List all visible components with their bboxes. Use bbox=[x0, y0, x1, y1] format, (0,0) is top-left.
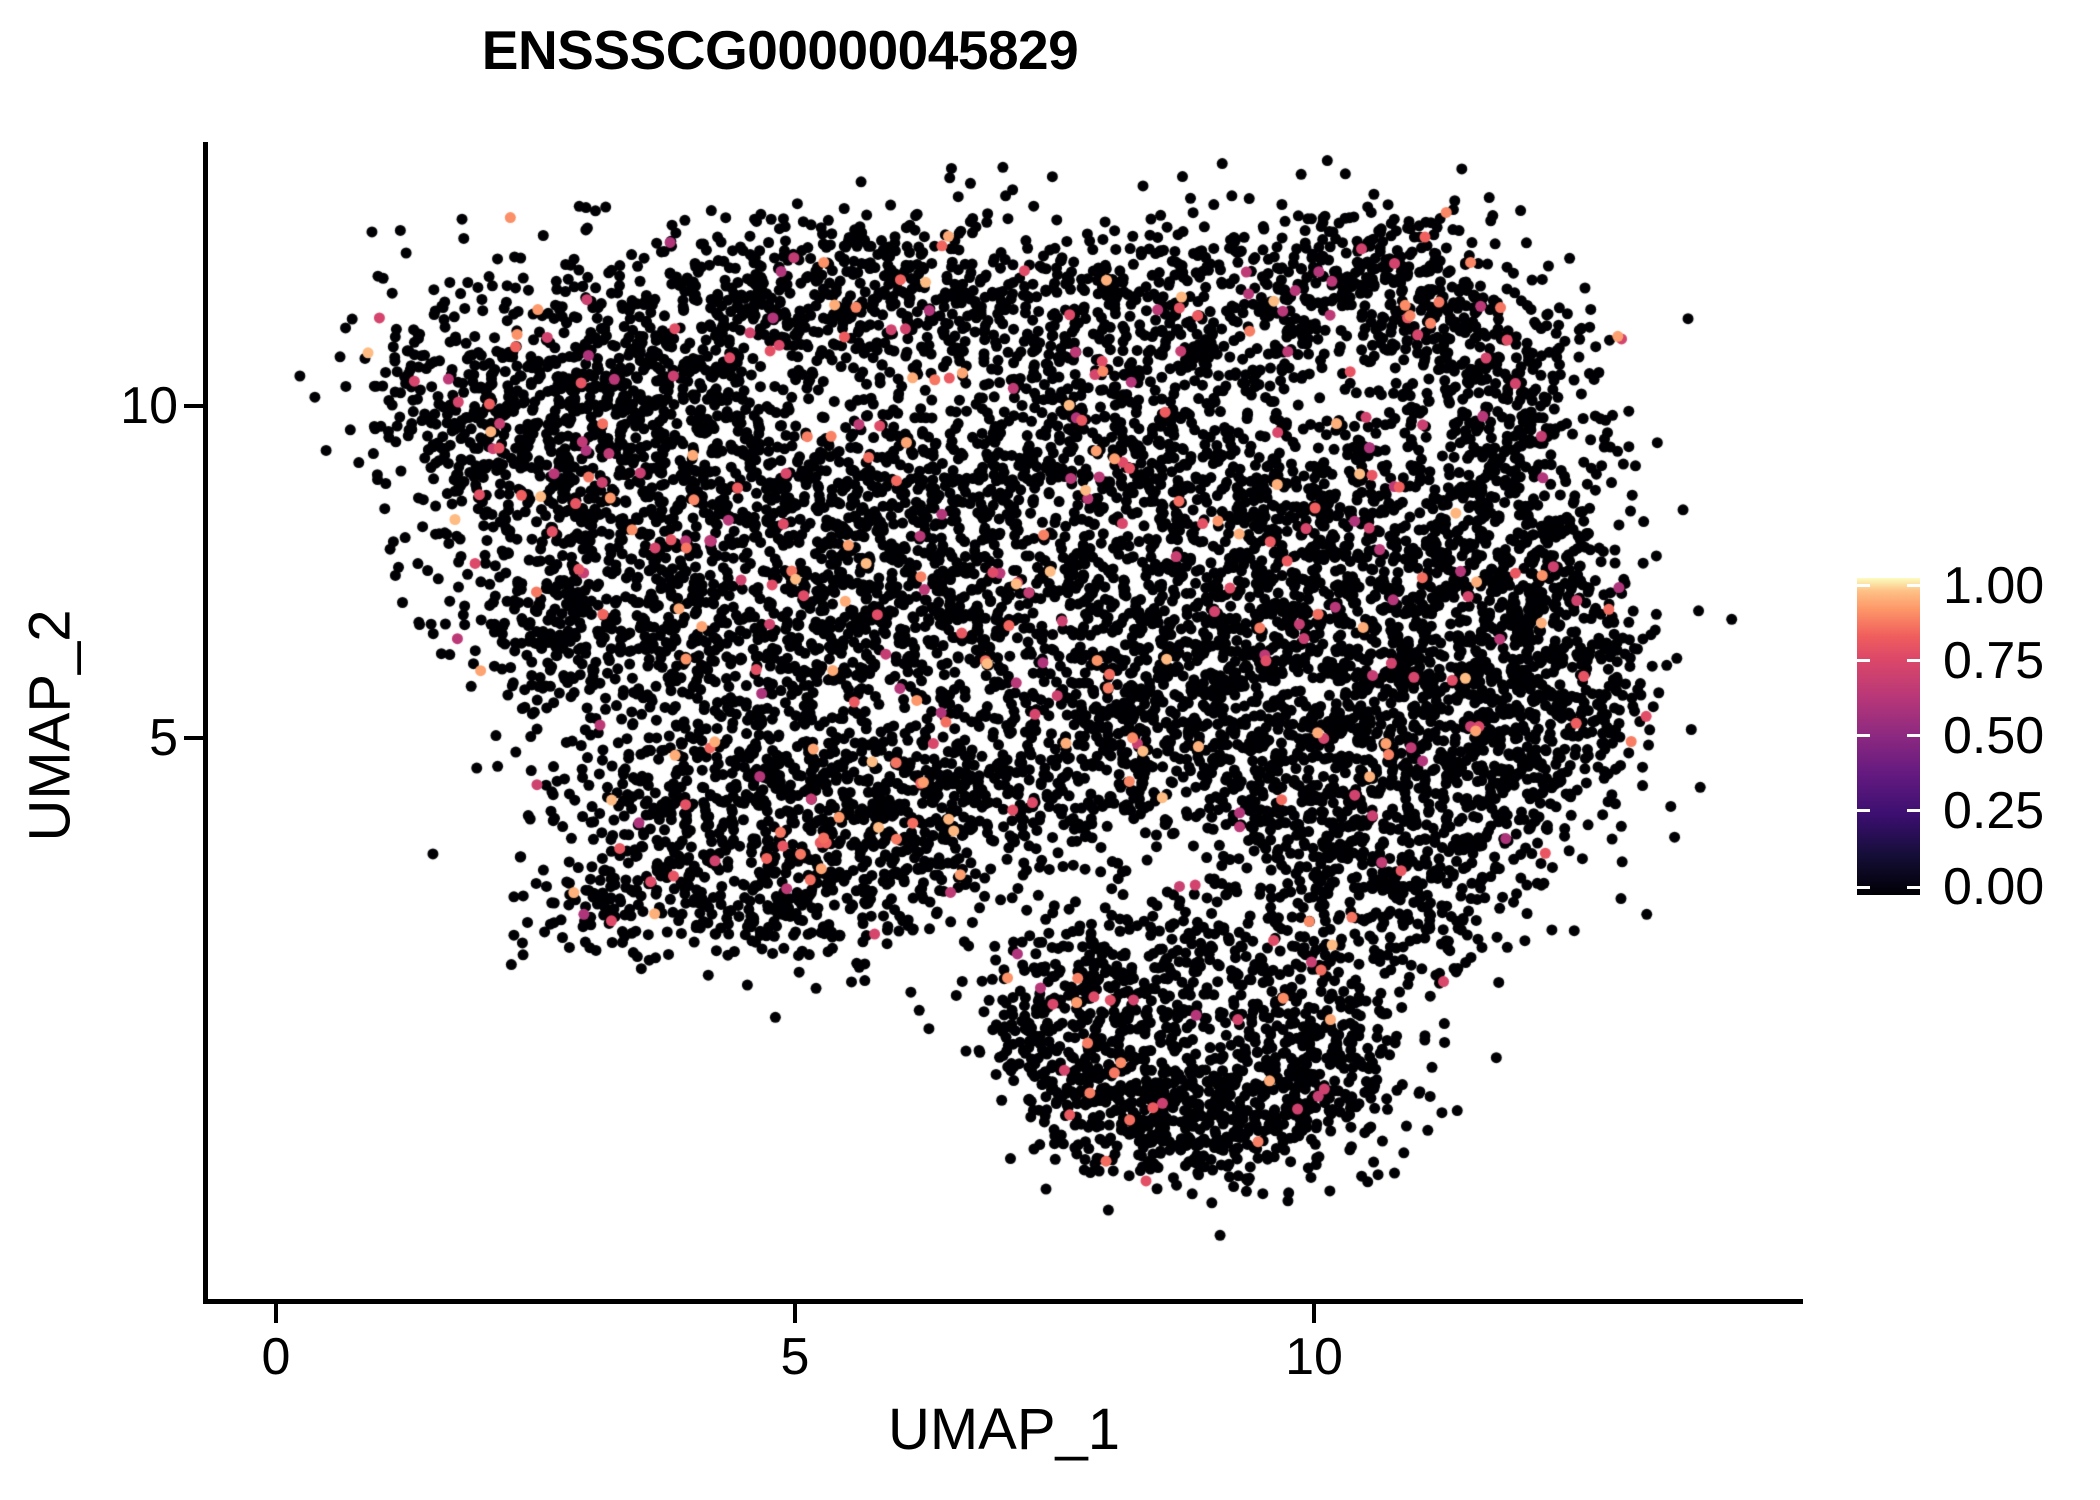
plot-panel bbox=[205, 142, 1803, 1301]
x-tick-label-1: 5 bbox=[780, 1328, 810, 1386]
colorbar-tick-left-0 bbox=[1857, 886, 1870, 889]
y-tick-mark-5 bbox=[184, 736, 203, 740]
legend-label-100: 1.00 bbox=[1943, 557, 2045, 615]
y-tick-mark-10 bbox=[184, 404, 203, 408]
colorbar-tick-left-075 bbox=[1857, 659, 1870, 662]
scatter-plot-canvas bbox=[205, 142, 1803, 1301]
y-axis-line bbox=[203, 142, 208, 1304]
x-axis-title: UMAP_1 bbox=[887, 1397, 1121, 1462]
colorbar-tick-right-025 bbox=[1907, 809, 1920, 812]
x-tick-mark-0 bbox=[274, 1304, 278, 1323]
y-tick-label-10: 10 bbox=[120, 377, 178, 435]
x-tick-label-0: 0 bbox=[261, 1328, 291, 1386]
x-axis-line bbox=[203, 1299, 1803, 1304]
legend-colorbar: 1.00 0.75 0.50 0.25 0.00 bbox=[1857, 557, 2077, 916]
colorbar-tick-right-05 bbox=[1907, 734, 1920, 737]
colorbar-tick-left-05 bbox=[1857, 734, 1870, 737]
legend-label-050: 0.50 bbox=[1943, 707, 2045, 765]
y-axis-title: UMAP_2 bbox=[17, 609, 83, 842]
colorbar-tick-right-075 bbox=[1907, 659, 1920, 662]
colorbar bbox=[1857, 578, 1920, 895]
colorbar-tick-left-025 bbox=[1857, 809, 1870, 812]
legend-label-000: 0.00 bbox=[1943, 858, 2045, 916]
x-tick-label-2: 10 bbox=[1285, 1328, 1343, 1386]
legend-label-075: 0.75 bbox=[1943, 632, 2045, 690]
x-tick-mark-2 bbox=[1312, 1304, 1316, 1323]
page-title: ENSSSCG00000045829 bbox=[481, 19, 1079, 81]
colorbar-tick-right-0 bbox=[1907, 886, 1920, 889]
y-tick-label-5: 5 bbox=[149, 709, 178, 767]
legend-label-025: 0.25 bbox=[1943, 782, 2045, 840]
x-tick-mark-1 bbox=[793, 1304, 797, 1323]
colorbar-tick-right-1 bbox=[1907, 584, 1920, 587]
colorbar-tick-left-1 bbox=[1857, 584, 1870, 587]
